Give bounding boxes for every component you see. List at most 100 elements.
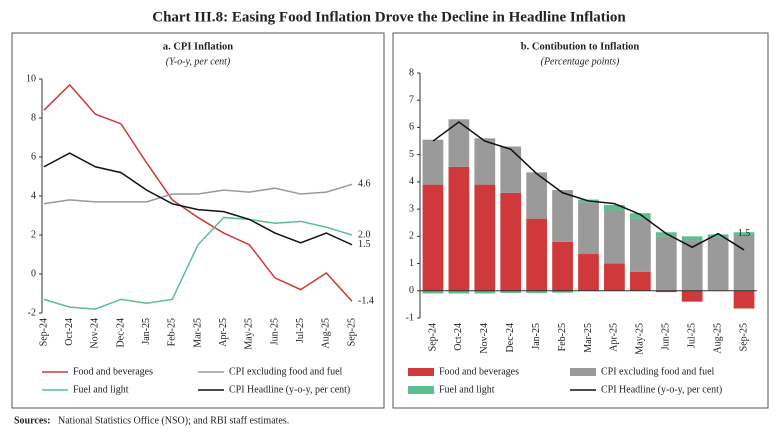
y-tick-label: 7 — [409, 95, 414, 106]
x-tick-label: Jan-25 — [531, 323, 542, 350]
bar — [707, 234, 729, 238]
line — [43, 83, 353, 302]
legend-label: CPI Headline (y-o-y, per cent) — [229, 384, 350, 395]
x-tick-label: Jul-25 — [295, 318, 306, 343]
x-tick-label: Jan-25 — [141, 318, 152, 345]
x-tick-label: May-25 — [244, 318, 255, 350]
x-tick-label: Mar-25 — [583, 323, 594, 353]
bar — [474, 290, 496, 294]
bar — [474, 184, 496, 291]
x-tick-label: Mar-25 — [192, 318, 203, 348]
chart-title: b. Contibution to Inflation — [521, 41, 640, 52]
bar — [604, 205, 625, 211]
bar — [500, 290, 522, 293]
x-tick-label: Aug-25 — [712, 323, 723, 354]
x-tick-label: Dec-24 — [115, 318, 126, 347]
value-label: -1.4 — [358, 296, 374, 307]
bar — [655, 236, 677, 291]
bar — [500, 146, 522, 193]
x-tick-label: Jun-25 — [661, 323, 672, 350]
y-tick-label: 4 — [31, 190, 36, 201]
bar — [526, 172, 548, 219]
x-tick-label: Oct-24 — [64, 318, 75, 346]
legend-label: CPI Headline (y-o-y, per cent) — [601, 384, 722, 395]
bar — [526, 290, 548, 293]
legend-label: Fuel and light — [73, 384, 129, 395]
y-tick-label: 5 — [409, 149, 414, 160]
bar — [448, 119, 470, 167]
x-tick-label: Dec-24 — [505, 323, 516, 352]
bar — [629, 213, 651, 219]
bar — [578, 254, 599, 291]
bar — [655, 290, 677, 293]
y-tick-label: -1 — [406, 312, 414, 323]
bar — [526, 218, 548, 291]
bar — [552, 190, 573, 242]
bar — [422, 139, 444, 185]
bar — [681, 240, 703, 291]
chart-title: a. CPI Inflation — [163, 41, 233, 52]
y-tick-label: 6 — [409, 122, 414, 133]
x-tick-label: Sep-25 — [738, 323, 749, 351]
x-tick-label: Sep-25 — [346, 318, 357, 346]
bar — [422, 184, 444, 291]
bar — [604, 210, 625, 264]
bar — [422, 290, 444, 294]
x-tick-label: Feb-25 — [557, 323, 568, 351]
legend-label: CPI excluding food and fuel — [229, 366, 343, 377]
x-tick-label: Nov-24 — [90, 318, 101, 349]
value-label: 2.0 — [358, 229, 371, 240]
x-tick-label: Nov-24 — [479, 323, 490, 354]
legend-label: Food and beverages — [439, 366, 519, 377]
legend-swatch — [408, 368, 434, 376]
y-tick-label: 2 — [31, 229, 36, 240]
legend-label: CPI excluding food and fuel — [601, 366, 715, 377]
bar — [733, 232, 755, 235]
x-tick-label: Sep-24 — [38, 318, 49, 346]
y-tick-label: 0 — [409, 285, 414, 296]
bar — [604, 263, 625, 291]
x-tick-label: Jun-25 — [269, 318, 280, 345]
bar — [629, 271, 651, 291]
legend-label: Food and beverages — [73, 366, 153, 377]
bar — [448, 290, 470, 294]
bar — [448, 166, 470, 291]
value-label: 1.5 — [358, 239, 371, 250]
legend-label: Fuel and light — [439, 384, 495, 395]
y-tick-label: 3 — [409, 203, 414, 214]
bar — [733, 290, 755, 309]
value-label: 4.6 — [358, 179, 371, 190]
value-label: 1.5 — [738, 228, 751, 239]
panel-b — [392, 32, 769, 409]
line — [43, 216, 353, 310]
line — [43, 183, 353, 205]
x-tick-label: Feb-25 — [167, 318, 178, 346]
y-tick-label: 0 — [31, 268, 36, 279]
y-tick-label: -2 — [28, 307, 36, 318]
source-label: Sources: — [14, 415, 50, 426]
bar — [474, 138, 496, 185]
source-text: National Statistics Office (NSO); and RB… — [58, 415, 289, 426]
legend-swatch — [408, 386, 434, 394]
x-tick-label: Jul-25 — [686, 323, 697, 348]
legend-swatch — [570, 368, 596, 376]
bar — [552, 241, 573, 291]
y-tick-label: 6 — [31, 151, 36, 162]
x-tick-label: May-25 — [635, 323, 646, 355]
bar — [500, 192, 522, 291]
bar — [552, 290, 573, 293]
x-tick-label: Apr-25 — [218, 318, 229, 347]
y-tick-label: 8 — [409, 67, 414, 78]
chart-subtitle: (Y-o-y, per cent) — [166, 56, 231, 67]
y-tick-label: 2 — [409, 231, 414, 242]
x-tick-label: Sep-24 — [427, 323, 438, 351]
bar — [681, 236, 703, 241]
bar — [578, 202, 599, 255]
x-tick-label: Aug-25 — [321, 318, 332, 349]
bar — [681, 290, 703, 302]
y-tick-label: 8 — [31, 112, 36, 123]
chart-subtitle: (Percentage points) — [541, 56, 620, 67]
y-tick-label: 1 — [409, 258, 414, 269]
y-tick-label: 4 — [409, 176, 414, 187]
